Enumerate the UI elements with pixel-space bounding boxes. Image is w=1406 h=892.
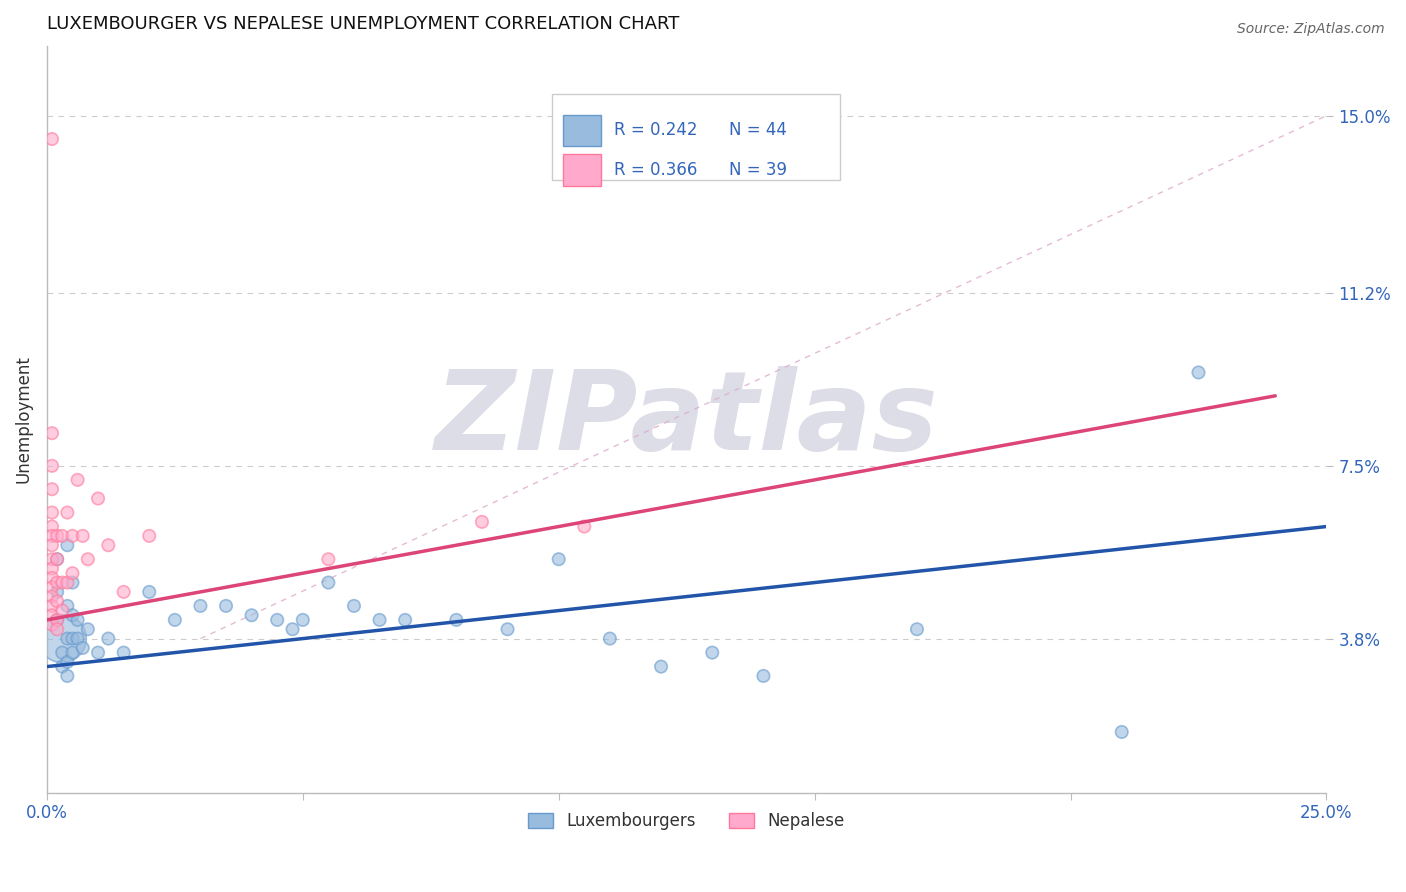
Point [97, 632, 120, 646]
Point [112, 646, 135, 660]
Point [215, 599, 238, 613]
Point [41, 617, 63, 632]
Point [46, 613, 69, 627]
Point [41, 482, 63, 496]
Point [66, 632, 89, 646]
Point [394, 613, 416, 627]
Point [56, 538, 79, 552]
Legend: Luxembourgers, Nepalese: Luxembourgers, Nepalese [522, 805, 852, 837]
Point [97, 538, 120, 552]
Point [41, 580, 63, 594]
Point [51, 646, 73, 660]
Point [291, 613, 314, 627]
Point [41, 599, 63, 613]
Point [1111, 725, 1133, 739]
Point [368, 613, 391, 627]
Bar [562, 114, 600, 146]
Point [905, 622, 928, 636]
Point [112, 585, 135, 599]
Text: N = 39: N = 39 [728, 161, 787, 178]
Point [599, 632, 621, 646]
Point [343, 599, 366, 613]
Point [56, 632, 79, 646]
Point [51, 632, 73, 646]
Point [62, 566, 84, 581]
Point [51, 575, 73, 590]
Point [46, 594, 69, 608]
Point [56, 669, 79, 683]
Point [46, 552, 69, 566]
Point [76, 552, 98, 566]
Point [574, 519, 596, 533]
Point [76, 622, 98, 636]
Text: ZIPatlas: ZIPatlas [434, 366, 939, 473]
Point [41, 519, 63, 533]
Point [318, 575, 340, 590]
Point [46, 575, 69, 590]
Point [66, 613, 89, 627]
Point [56, 506, 79, 520]
Text: LUXEMBOURGER VS NEPALESE UNEMPLOYMENT CORRELATION CHART: LUXEMBOURGER VS NEPALESE UNEMPLOYMENT CO… [46, 15, 679, 33]
Point [41, 571, 63, 585]
Text: Source: ZipAtlas.com: Source: ZipAtlas.com [1237, 22, 1385, 37]
Point [41, 506, 63, 520]
Point [496, 622, 519, 636]
Point [318, 552, 340, 566]
Point [41, 426, 63, 441]
Point [51, 529, 73, 543]
Point [240, 608, 263, 623]
Point [46, 622, 69, 636]
Point [1187, 366, 1209, 380]
FancyBboxPatch shape [553, 95, 841, 180]
Point [138, 585, 160, 599]
Bar [562, 154, 600, 186]
Point [41, 561, 63, 575]
Point [41, 132, 63, 146]
Point [62, 646, 84, 660]
Point [41, 552, 63, 566]
Point [41, 608, 63, 623]
Y-axis label: Unemployment: Unemployment [15, 355, 32, 483]
Point [46, 613, 69, 627]
Point [87, 491, 110, 506]
Point [62, 632, 84, 646]
Point [190, 599, 212, 613]
Point [266, 613, 288, 627]
Point [62, 529, 84, 543]
Point [281, 622, 304, 636]
Point [62, 608, 84, 623]
Point [41, 458, 63, 473]
Point [72, 640, 94, 655]
Point [163, 613, 186, 627]
Point [702, 646, 724, 660]
Point [56, 655, 79, 669]
Point [46, 585, 69, 599]
Point [41, 538, 63, 552]
Point [51, 604, 73, 618]
Point [446, 613, 468, 627]
Point [66, 473, 89, 487]
Point [471, 515, 494, 529]
Point [547, 552, 569, 566]
Point [72, 529, 94, 543]
Point [87, 646, 110, 660]
Point [56, 575, 79, 590]
Point [56, 599, 79, 613]
Point [62, 575, 84, 590]
Text: R = 0.242: R = 0.242 [614, 121, 697, 139]
Point [752, 669, 775, 683]
Point [46, 529, 69, 543]
Point [41, 590, 63, 604]
Text: R = 0.366: R = 0.366 [614, 161, 697, 178]
Point [650, 659, 672, 673]
Point [138, 529, 160, 543]
Text: N = 44: N = 44 [728, 121, 787, 139]
Point [41, 529, 63, 543]
Point [46, 552, 69, 566]
Point [51, 659, 73, 673]
